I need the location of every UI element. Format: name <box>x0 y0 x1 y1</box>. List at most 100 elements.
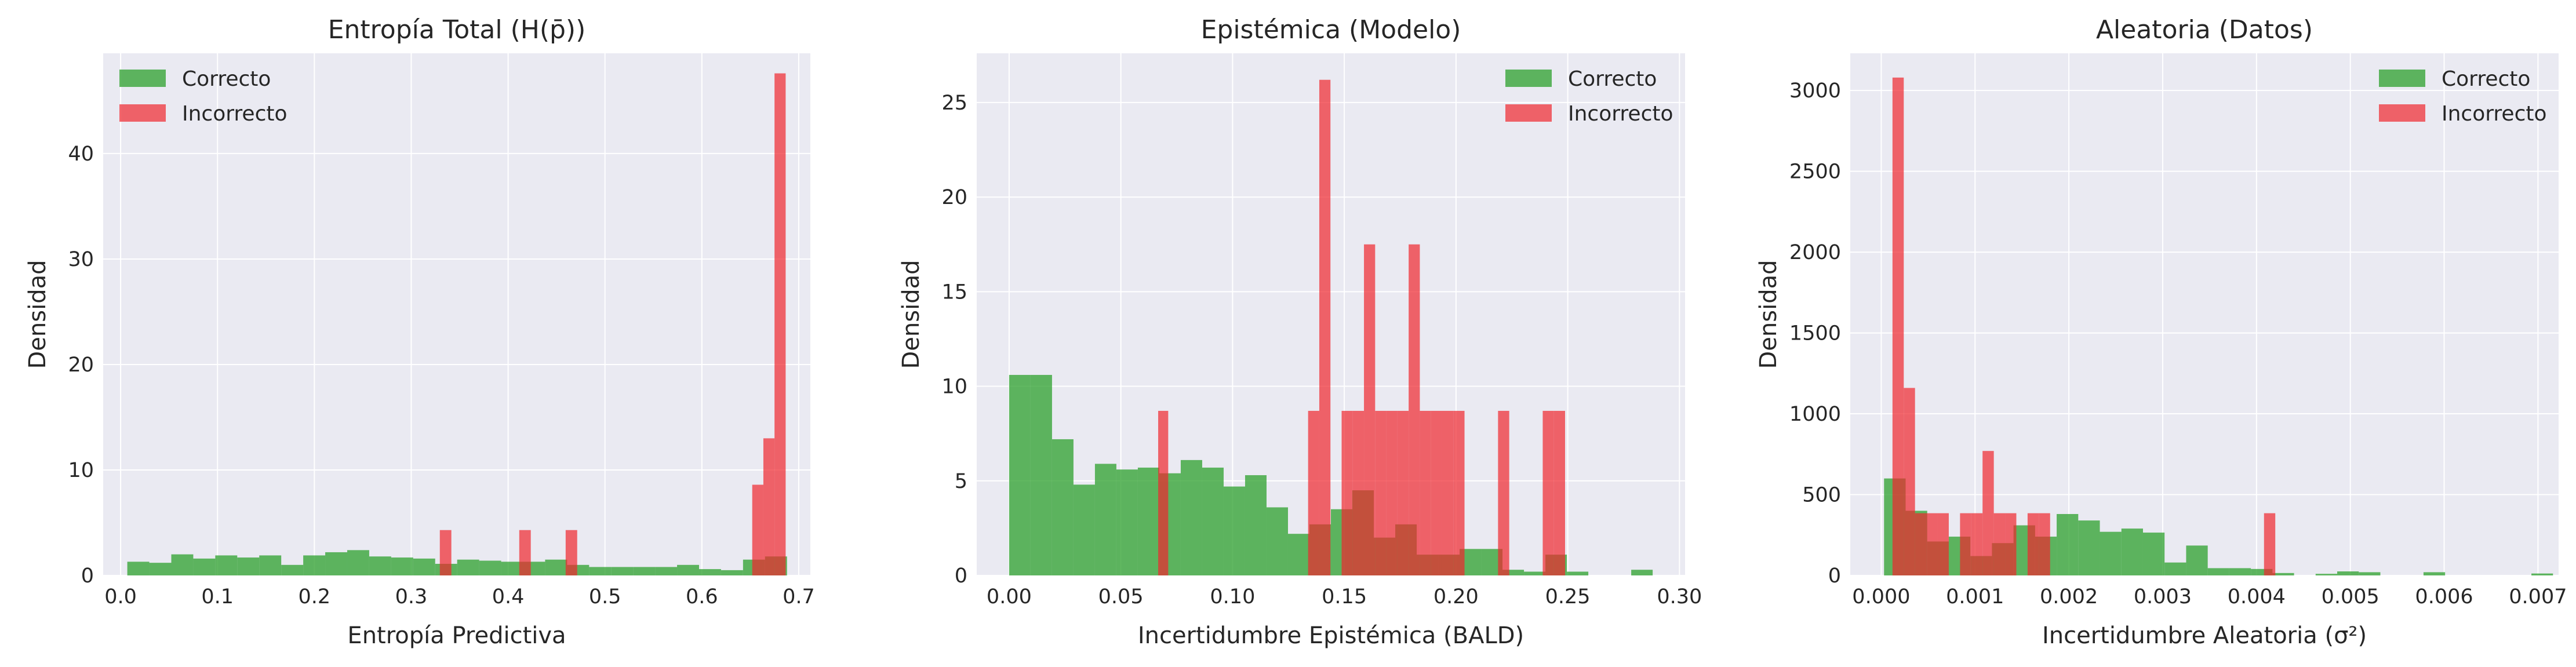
x-tick-label: 0.00 <box>987 585 1032 608</box>
y-tick-label: 2500 <box>1789 161 1841 184</box>
histogram-bar <box>1051 439 1074 575</box>
histogram-bar <box>1453 410 1465 575</box>
y-tick-label: 2000 <box>1789 241 1841 264</box>
x-tick-label: 0.3 <box>395 585 428 608</box>
legend-swatch-correcto <box>1505 70 1552 87</box>
y-tick-label: 20 <box>68 353 94 377</box>
histogram-bar <box>2251 568 2273 575</box>
y-axis-label: Densidad <box>898 260 925 369</box>
histogram-bar <box>1158 410 1169 575</box>
histogram-bar <box>1915 513 1927 575</box>
legend-label-correcto: Correcto <box>1568 67 1657 91</box>
y-tick-label: 5 <box>955 470 967 493</box>
histogram-bar <box>413 558 435 575</box>
x-tick-label: 0.25 <box>1545 585 1591 608</box>
y-tick-label: 25 <box>941 92 967 115</box>
plot-area <box>1850 53 2559 575</box>
histogram-bar <box>1524 571 1546 575</box>
histogram-bar <box>1364 244 1376 576</box>
histogram-bar <box>519 530 531 575</box>
chart-panel-3: 0.000 0.001 0.002 0.003 0.004 0.005 0.006 0.007… <box>1755 15 2567 649</box>
legend-label-correcto: Correcto <box>2442 67 2530 91</box>
x-tick-label: 0.6 <box>686 585 718 608</box>
histogram-bar <box>171 554 194 575</box>
y-tick-label: 30 <box>68 248 94 271</box>
histogram-bar <box>763 438 775 575</box>
bars <box>1009 79 1653 576</box>
x-tick-label: 0.001 <box>1946 585 2004 608</box>
histogram-bar <box>1386 410 1398 575</box>
x-tick-label: 0.5 <box>589 585 621 608</box>
histogram-bar <box>2423 572 2446 575</box>
bars <box>1884 77 2553 575</box>
y-tick-label: 0 <box>955 564 967 588</box>
histogram-bar <box>2142 533 2165 575</box>
histogram-bar <box>2337 571 2359 575</box>
histogram-bar <box>545 559 567 575</box>
histogram-bar <box>1502 570 1525 575</box>
x-tick-label: 0.7 <box>783 585 815 608</box>
histogram-bar <box>1431 410 1442 575</box>
x-tick-label: 0.20 <box>1433 585 1479 608</box>
histogram-bar <box>2272 573 2294 575</box>
x-tick-label: 0.10 <box>1210 585 1255 608</box>
histogram-bar <box>1960 513 1971 575</box>
histogram-bar <box>1397 410 1409 575</box>
chart-title: Epistémica (Modelo) <box>1201 15 1461 45</box>
histogram-bar <box>589 567 612 575</box>
histogram-bar <box>1116 469 1138 575</box>
legend-label-incorrecto: Incorrecto <box>2442 102 2547 126</box>
histogram-bar <box>2315 574 2338 575</box>
histogram-bar <box>1319 79 1331 576</box>
histogram-bar <box>1009 374 1031 575</box>
histogram-bar <box>2100 531 2122 575</box>
legend-label-incorrecto: Incorrecto <box>182 102 288 126</box>
histogram-bar <box>479 560 501 575</box>
legend-label-correcto: Correcto <box>182 67 271 91</box>
histogram-bar <box>325 552 347 575</box>
x-axis-label: Incertidumbre Aleatoria (σ²) <box>2042 622 2367 649</box>
histogram-bar <box>721 570 743 575</box>
histogram-bar <box>1904 388 1915 575</box>
x-tick-label: 0.30 <box>1657 585 1702 608</box>
histogram-bar <box>1982 451 1994 575</box>
y-tick-label: 500 <box>1802 484 1841 507</box>
histogram-bar <box>1137 467 1159 575</box>
legend-swatch-incorrecto <box>119 104 166 122</box>
histogram-bar <box>347 550 369 575</box>
histogram-bar <box>2057 514 2079 575</box>
histogram-bar <box>149 563 172 575</box>
histogram-bar <box>2164 562 2186 575</box>
legend-swatch-correcto <box>119 70 166 87</box>
y-tick-label: 10 <box>941 376 967 399</box>
chart-title: Entropía Total (H(p̄)) <box>328 15 586 45</box>
y-tick-label: 0 <box>1828 564 1841 588</box>
histogram-bar <box>1287 534 1309 575</box>
histogram-bar <box>1542 410 1554 575</box>
y-tick-label: 15 <box>941 280 967 304</box>
legend-swatch-incorrecto <box>2379 104 2425 122</box>
histogram-bar <box>281 564 304 575</box>
histogram-bar <box>1094 464 1116 575</box>
histogram-bar <box>501 562 523 575</box>
histogram-bar <box>1567 571 1589 575</box>
histogram-bar <box>439 530 452 575</box>
y-tick-label: 3000 <box>1789 79 1841 103</box>
histogram-bar <box>1341 410 1353 575</box>
x-tick-label: 0.2 <box>298 585 330 608</box>
y-axis-label: Densidad <box>1755 260 1782 369</box>
series-incorrecto <box>1892 77 2276 575</box>
histogram-bar <box>677 564 699 575</box>
y-tick-label: 40 <box>68 143 94 166</box>
histogram-bar <box>1553 410 1565 575</box>
histogram-bar <box>369 556 391 575</box>
histogram-bar <box>193 558 216 575</box>
x-axis-label: Incertidumbre Epistémica (BALD) <box>1138 622 1524 649</box>
histogram-bar <box>1073 484 1095 575</box>
x-tick-label: 0.1 <box>201 585 234 608</box>
chart-title: Aleatoria (Datos) <box>2096 15 2313 45</box>
histogram-bar <box>2027 513 2039 575</box>
y-tick-label: 1000 <box>1789 403 1841 426</box>
histogram-bar <box>1420 410 1431 575</box>
